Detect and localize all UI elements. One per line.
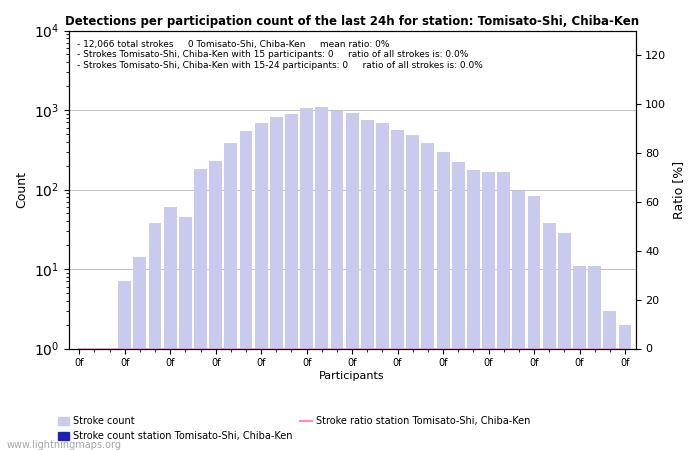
Text: www.lightningmaps.org: www.lightningmaps.org (7, 440, 122, 450)
Bar (270, 117, 283, 450)
Bar (179, 217, 192, 450)
X-axis label: Participants: Participants (319, 371, 385, 381)
Bar (118, 281, 131, 450)
Bar (467, 170, 480, 450)
Bar (316, 108, 328, 450)
Text: - 12,066 total strokes     0 Tomisato-Shi, Chiba-Ken     mean ratio: 0%
- Stroke: - 12,066 total strokes 0 Tomisato-Shi, C… (77, 40, 483, 70)
Bar (134, 257, 146, 450)
Bar (103, 348, 116, 450)
Bar (603, 310, 616, 450)
Bar (573, 266, 586, 450)
Bar (497, 172, 510, 450)
Bar (330, 111, 344, 450)
Bar (376, 123, 389, 450)
Bar (406, 135, 419, 450)
Legend: Stroke count, Stroke count station Tomisato-Shi, Chiba-Ken, Stroke ratio station: Stroke count, Stroke count station Tomis… (54, 413, 534, 445)
Bar (239, 130, 253, 450)
Bar (512, 191, 525, 450)
Bar (255, 123, 267, 450)
Bar (391, 130, 404, 450)
Bar (209, 161, 222, 450)
Bar (164, 207, 176, 450)
Bar (346, 112, 358, 450)
Bar (558, 234, 570, 450)
Bar (88, 348, 101, 450)
Y-axis label: Ratio [%]: Ratio [%] (672, 161, 685, 219)
Bar (452, 162, 465, 450)
Bar (588, 266, 601, 450)
Bar (300, 108, 313, 450)
Y-axis label: Count: Count (15, 171, 28, 208)
Bar (528, 196, 540, 450)
Bar (421, 144, 435, 450)
Bar (542, 223, 556, 450)
Bar (194, 169, 207, 450)
Bar (148, 223, 162, 450)
Bar (619, 324, 631, 450)
Title: Detections per participation count of the last 24h for station: Tomisato-Shi, Ch: Detections per participation count of th… (65, 15, 639, 28)
Bar (225, 144, 237, 450)
Bar (482, 172, 495, 450)
Bar (285, 114, 298, 450)
Bar (360, 120, 374, 450)
Bar (73, 348, 85, 450)
Bar (437, 152, 449, 450)
